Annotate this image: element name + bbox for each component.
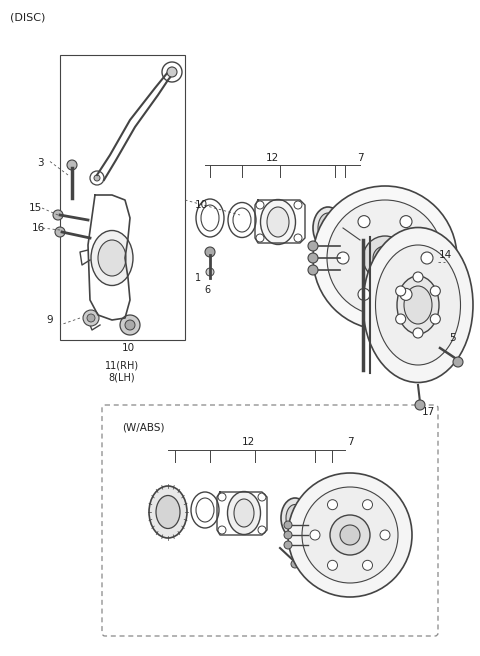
Circle shape [327, 500, 337, 510]
Circle shape [308, 241, 318, 251]
Text: 8(LH): 8(LH) [108, 373, 135, 383]
Circle shape [330, 515, 370, 555]
Ellipse shape [98, 240, 126, 276]
Ellipse shape [267, 207, 289, 237]
Circle shape [453, 357, 463, 367]
Text: 10: 10 [195, 200, 208, 210]
Circle shape [380, 530, 390, 540]
Ellipse shape [397, 276, 439, 334]
Text: 12: 12 [241, 437, 254, 447]
Circle shape [310, 530, 320, 540]
Text: 17: 17 [421, 407, 434, 417]
Circle shape [125, 320, 135, 330]
Text: 9: 9 [47, 315, 53, 325]
Circle shape [83, 310, 99, 326]
Ellipse shape [404, 286, 432, 324]
Circle shape [413, 328, 423, 338]
Bar [60, 55, 185, 340]
Circle shape [363, 236, 407, 280]
Circle shape [396, 314, 406, 324]
Circle shape [313, 186, 457, 330]
Circle shape [94, 175, 100, 181]
Text: 7: 7 [357, 153, 363, 163]
Ellipse shape [156, 495, 180, 529]
Circle shape [373, 246, 397, 270]
Text: 16: 16 [31, 223, 45, 233]
Text: 14: 14 [438, 250, 452, 260]
Circle shape [205, 247, 215, 257]
Ellipse shape [228, 491, 261, 535]
Circle shape [284, 531, 292, 539]
Ellipse shape [281, 498, 309, 538]
Circle shape [431, 314, 440, 324]
Circle shape [415, 400, 425, 410]
Circle shape [340, 525, 360, 545]
Text: (DISC): (DISC) [10, 12, 46, 22]
Ellipse shape [375, 245, 460, 365]
Ellipse shape [261, 199, 296, 245]
Ellipse shape [149, 486, 187, 538]
Circle shape [400, 289, 412, 300]
Circle shape [413, 272, 423, 282]
Ellipse shape [234, 499, 254, 527]
Circle shape [431, 286, 440, 296]
Text: 7: 7 [347, 437, 353, 447]
Circle shape [400, 216, 412, 228]
Circle shape [53, 210, 63, 220]
Circle shape [206, 268, 214, 276]
Circle shape [284, 521, 292, 529]
Text: 12: 12 [265, 153, 278, 163]
Circle shape [327, 200, 443, 316]
Circle shape [87, 314, 95, 322]
Circle shape [67, 160, 77, 170]
Circle shape [362, 560, 372, 570]
Ellipse shape [286, 504, 304, 531]
Text: 3: 3 [36, 158, 43, 168]
Circle shape [308, 253, 318, 263]
Circle shape [55, 227, 65, 237]
Circle shape [167, 67, 177, 77]
Circle shape [120, 315, 140, 335]
Circle shape [362, 500, 372, 510]
Circle shape [308, 265, 318, 275]
Text: 15: 15 [28, 203, 42, 213]
Ellipse shape [363, 228, 473, 382]
Circle shape [284, 541, 292, 549]
Text: 5: 5 [449, 333, 456, 343]
Circle shape [302, 487, 398, 583]
Circle shape [327, 560, 337, 570]
Circle shape [291, 560, 299, 568]
Text: 10: 10 [121, 343, 134, 353]
Circle shape [288, 473, 412, 597]
Text: 1: 1 [195, 273, 201, 283]
Circle shape [421, 252, 433, 264]
Text: (W/ABS): (W/ABS) [122, 422, 165, 432]
Text: 11(RH): 11(RH) [105, 360, 139, 370]
Circle shape [337, 252, 349, 264]
Ellipse shape [313, 207, 343, 249]
Circle shape [358, 216, 370, 228]
Ellipse shape [318, 213, 338, 243]
Circle shape [396, 286, 406, 296]
Text: 6: 6 [204, 285, 210, 295]
Ellipse shape [91, 230, 133, 285]
Circle shape [358, 289, 370, 300]
